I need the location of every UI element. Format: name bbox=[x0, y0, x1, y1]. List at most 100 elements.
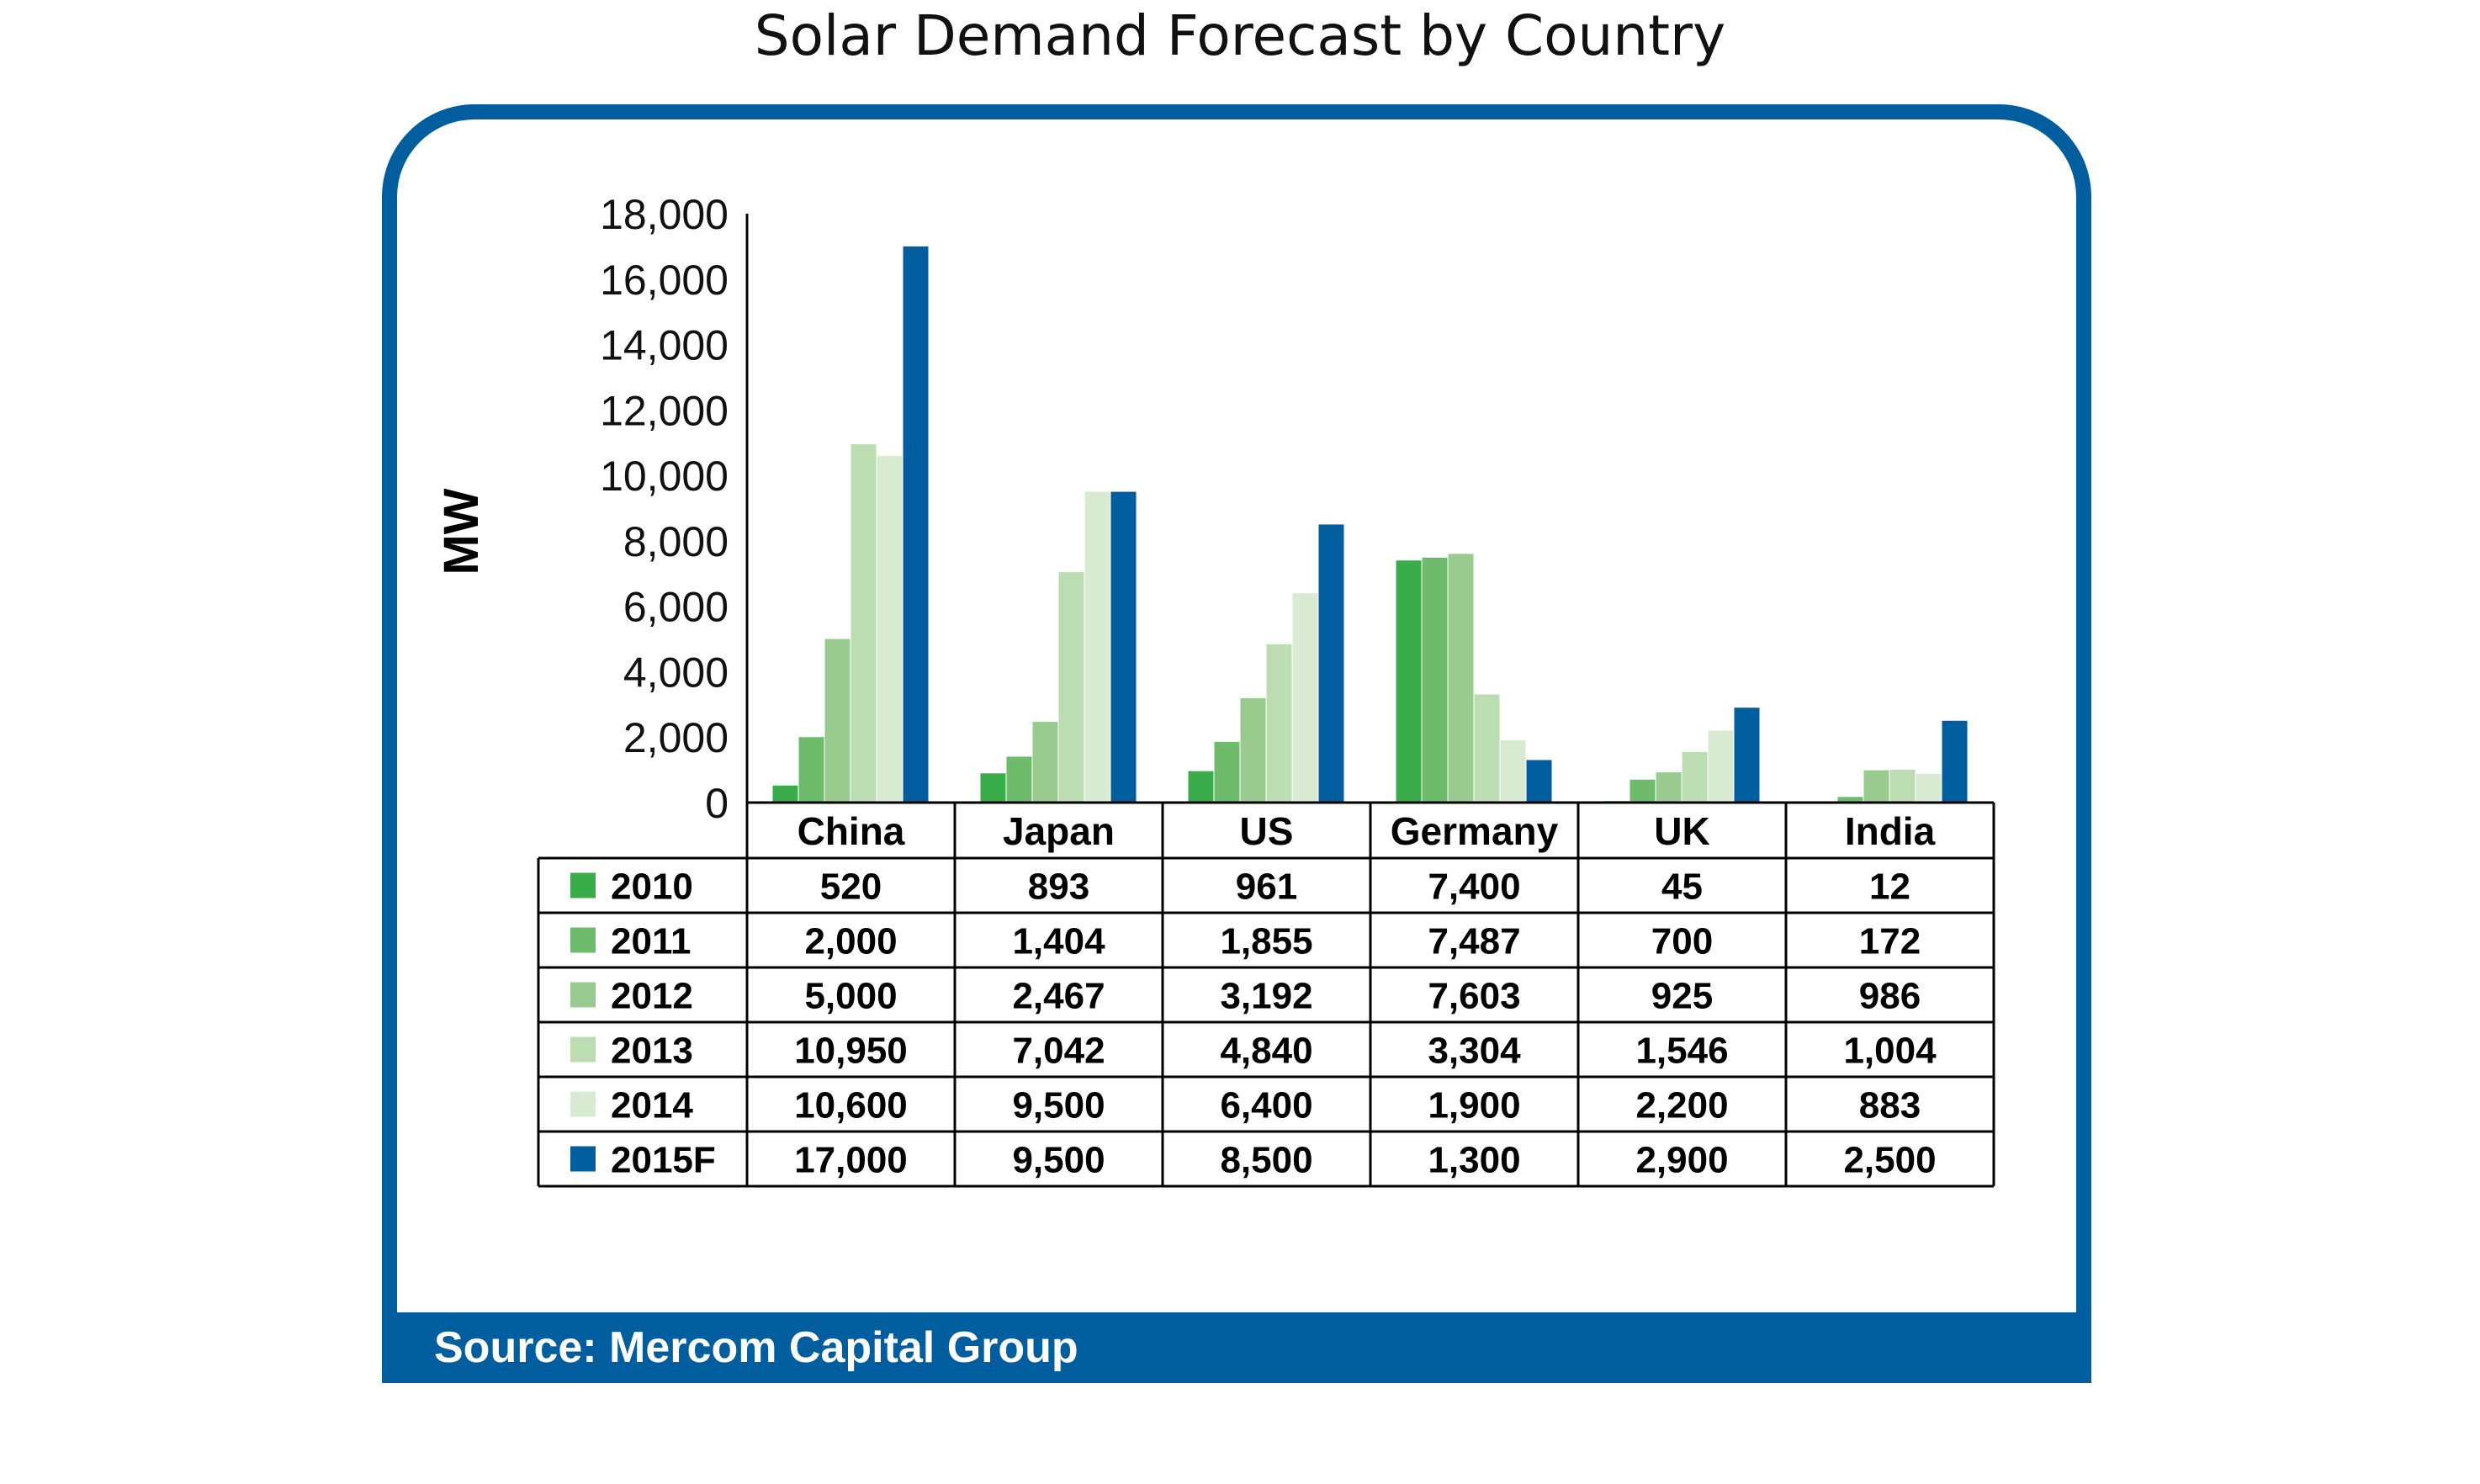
y-tick-label: 16,000 bbox=[600, 257, 729, 304]
table-cell-value: 1,004 bbox=[1843, 1031, 1937, 1072]
bar-china-2010 bbox=[772, 785, 798, 803]
bar-japan-2012 bbox=[1032, 722, 1058, 803]
category-label: Japan bbox=[1003, 809, 1115, 853]
bar-japan-2014 bbox=[1084, 491, 1110, 803]
y-tick-label: 14,000 bbox=[600, 322, 729, 369]
bar-china-2014 bbox=[877, 455, 903, 803]
table-cell-value: 3,304 bbox=[1428, 1031, 1521, 1072]
bar-china-2015f bbox=[903, 246, 929, 803]
table-cell-value: 2,500 bbox=[1843, 1140, 1936, 1181]
bar-uk-2015f bbox=[1734, 708, 1760, 803]
table-cell-value: 1,855 bbox=[1220, 921, 1312, 962]
legend-label: 2013 bbox=[611, 1031, 693, 1072]
table-cell-value: 961 bbox=[1236, 867, 1297, 908]
table-cell-value: 1,900 bbox=[1428, 1085, 1520, 1126]
table-cell-value: 925 bbox=[1651, 976, 1713, 1017]
bar-germany-2015f bbox=[1526, 760, 1552, 803]
table-cell-value: 883 bbox=[1859, 1085, 1921, 1126]
table-cell-value: 2,900 bbox=[1635, 1140, 1728, 1181]
bar-japan-2015f bbox=[1110, 491, 1137, 803]
y-tick-label: 2,000 bbox=[623, 714, 729, 761]
bar-germany-2013 bbox=[1474, 694, 1500, 803]
table-cell-value: 5,000 bbox=[804, 976, 897, 1017]
table-cell-value: 3,192 bbox=[1220, 976, 1312, 1017]
table-cell-value: 986 bbox=[1859, 976, 1921, 1017]
table-cell-value: 12 bbox=[1869, 867, 1910, 908]
legend-swatch-2015f bbox=[570, 1146, 596, 1172]
table-cell-value: 7,400 bbox=[1428, 867, 1520, 908]
bar-india-2014 bbox=[1916, 773, 1942, 803]
bar-india-2011 bbox=[1837, 797, 1863, 803]
category-label: UK bbox=[1654, 809, 1709, 853]
bar-us-2012 bbox=[1240, 697, 1266, 803]
bar-china-2012 bbox=[824, 639, 851, 803]
table-cell-value: 2,200 bbox=[1635, 1085, 1728, 1126]
table-cell-value: 2,467 bbox=[1012, 976, 1105, 1017]
bar-india-2015f bbox=[1942, 720, 1968, 803]
y-tick-label: 4,000 bbox=[623, 649, 729, 696]
chart-frame bbox=[382, 104, 2091, 1383]
bar-us-2013 bbox=[1266, 644, 1292, 803]
table-cell-value: 10,950 bbox=[794, 1031, 908, 1072]
legend-swatch-2013 bbox=[570, 1036, 596, 1063]
bar-us-2014 bbox=[1292, 593, 1318, 803]
table-cell-value: 172 bbox=[1859, 921, 1921, 962]
bar-uk-2012 bbox=[1656, 772, 1682, 803]
y-tick-label: 6,000 bbox=[623, 584, 729, 631]
table-cell-value: 2,000 bbox=[804, 921, 897, 962]
table-cell-value: 7,603 bbox=[1428, 976, 1520, 1017]
bar-us-2011 bbox=[1214, 741, 1240, 803]
bar-china-2013 bbox=[851, 444, 877, 803]
table-cell-value: 1,546 bbox=[1635, 1031, 1728, 1072]
table-cell-value: 893 bbox=[1028, 867, 1089, 908]
bar-uk-2013 bbox=[1682, 751, 1708, 803]
legend-label: 2011 bbox=[611, 921, 691, 962]
category-label: Germany bbox=[1391, 809, 1559, 853]
table-cell-value: 7,042 bbox=[1012, 1031, 1105, 1072]
bar-japan-2013 bbox=[1058, 572, 1084, 803]
bar-uk-2011 bbox=[1629, 779, 1656, 803]
legend-label: 2010 bbox=[611, 867, 693, 908]
source-bar: Source: Mercom Capital Group bbox=[382, 1312, 2091, 1383]
table-cell-value: 9,500 bbox=[1012, 1085, 1105, 1126]
source-text: Source: Mercom Capital Group bbox=[434, 1323, 1078, 1372]
table-cell-value: 8,500 bbox=[1220, 1140, 1312, 1181]
bar-india-2013 bbox=[1889, 769, 1916, 803]
table-cell-value: 45 bbox=[1661, 867, 1703, 908]
table-cell-value: 520 bbox=[820, 867, 882, 908]
y-tick-label: 12,000 bbox=[600, 387, 729, 434]
legend-label: 2014 bbox=[611, 1085, 693, 1126]
bar-japan-2010 bbox=[980, 773, 1006, 803]
y-tick-label: 10,000 bbox=[600, 453, 729, 500]
table-cell-value: 6,400 bbox=[1220, 1085, 1312, 1126]
y-tick-label: 0 bbox=[705, 780, 729, 827]
legend-swatch-2012 bbox=[570, 982, 596, 1008]
bar-germany-2014 bbox=[1500, 740, 1526, 803]
bar-germany-2010 bbox=[1396, 560, 1422, 803]
legend-swatch-2014 bbox=[570, 1091, 596, 1117]
y-tick-label: 8,000 bbox=[623, 518, 729, 565]
y-tick-label: 18,000 bbox=[600, 191, 729, 238]
legend-label: 2015F bbox=[611, 1140, 716, 1181]
category-label: China bbox=[798, 809, 905, 853]
table-cell-value: 700 bbox=[1651, 921, 1713, 962]
y-axis-label: MW bbox=[434, 488, 489, 575]
legend-label: 2012 bbox=[611, 976, 693, 1017]
legend-swatch-2011 bbox=[570, 927, 596, 953]
bar-germany-2011 bbox=[1422, 557, 1448, 803]
bar-china-2011 bbox=[798, 737, 824, 803]
table-cell-value: 9,500 bbox=[1012, 1140, 1105, 1181]
table-cell-value: 17,000 bbox=[794, 1140, 908, 1181]
bar-japan-2011 bbox=[1006, 756, 1032, 803]
table-cell-value: 1,300 bbox=[1428, 1140, 1520, 1181]
legend-swatch-2010 bbox=[570, 872, 596, 898]
category-label: India bbox=[1845, 809, 1936, 853]
bar-uk-2014 bbox=[1708, 730, 1734, 803]
category-label: US bbox=[1240, 809, 1294, 853]
chart-title: Solar Demand Forecast by Country bbox=[754, 3, 1726, 68]
table-cell-value: 10,600 bbox=[794, 1085, 908, 1126]
bar-india-2012 bbox=[1863, 770, 1889, 803]
table-cell-value: 4,840 bbox=[1220, 1031, 1312, 1072]
table-cell-value: 1,404 bbox=[1012, 921, 1105, 962]
